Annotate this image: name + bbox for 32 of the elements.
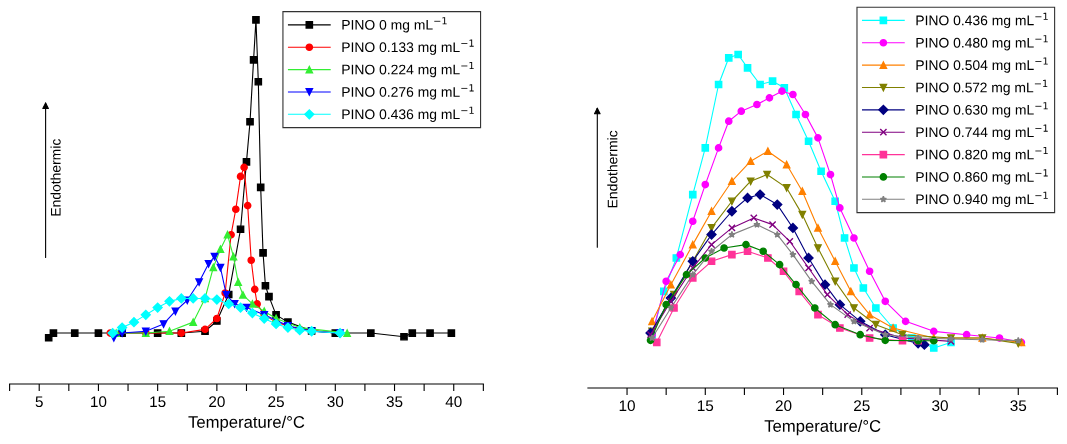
legend-label: PINO 0.504 mg mL$^{−1}$	[916, 57, 1048, 73]
x-tick-label: 25	[854, 400, 870, 412]
legend-label: PINO 0.133 mg mL$^{−1}$	[342, 39, 474, 55]
x-tick-label: 5	[35, 396, 43, 408]
x-tick-label: 40	[445, 396, 462, 408]
x-axis-title: Temperature/°C	[764, 419, 881, 436]
legend-label: PINO 0.436 mg mL$^{−1}$	[916, 12, 1048, 29]
legend-label: PINO 0.820 mg mL$^{−1}$	[916, 146, 1048, 163]
x-tick-label: 35	[1010, 400, 1027, 412]
y-axis-title: Endothermic	[50, 139, 61, 216]
legend-label: PINO 0.572 mg mL$^{−1}$	[916, 79, 1048, 96]
x-tick-label: 20	[209, 396, 225, 408]
x-tick-label: 35	[386, 396, 403, 408]
x-tick-label: 25	[268, 396, 284, 408]
x-tick-label: 30	[327, 396, 344, 408]
x-tick-label: 10	[91, 396, 107, 408]
x-axis-title: Temperature/°C	[188, 415, 305, 432]
legend-label: PINO 0 mg mL$^{−1}$	[342, 17, 447, 33]
x-tick-label: 15	[697, 400, 714, 412]
legend-label: PINO 0.744 mg mL$^{−1}$	[916, 124, 1048, 140]
legend-label: PINO 0.436 mg mL$^{−1}$	[342, 106, 474, 122]
legend-label: PINO 0.480 mg mL$^{−1}$	[916, 35, 1048, 51]
x-tick-label: 20	[775, 400, 792, 412]
legend-label: PINO 0.860 mg mL$^{−1}$	[916, 169, 1048, 185]
y-axis-title: Endothermic	[607, 130, 618, 208]
x-tick-label: 30	[932, 400, 948, 412]
legend-label: PINO 0.276 mg mL$^{−1}$	[342, 84, 474, 100]
legend-label: PINO 0.940 mg mL$^{−1}$	[916, 191, 1048, 207]
x-tick-label: 15	[150, 396, 166, 408]
legend-label: PINO 0.224 mg mL$^{−1}$	[342, 61, 474, 78]
legend-label: PINO 0.630 mg mL$^{−1}$	[916, 102, 1048, 118]
x-tick-label: 10	[619, 400, 635, 412]
